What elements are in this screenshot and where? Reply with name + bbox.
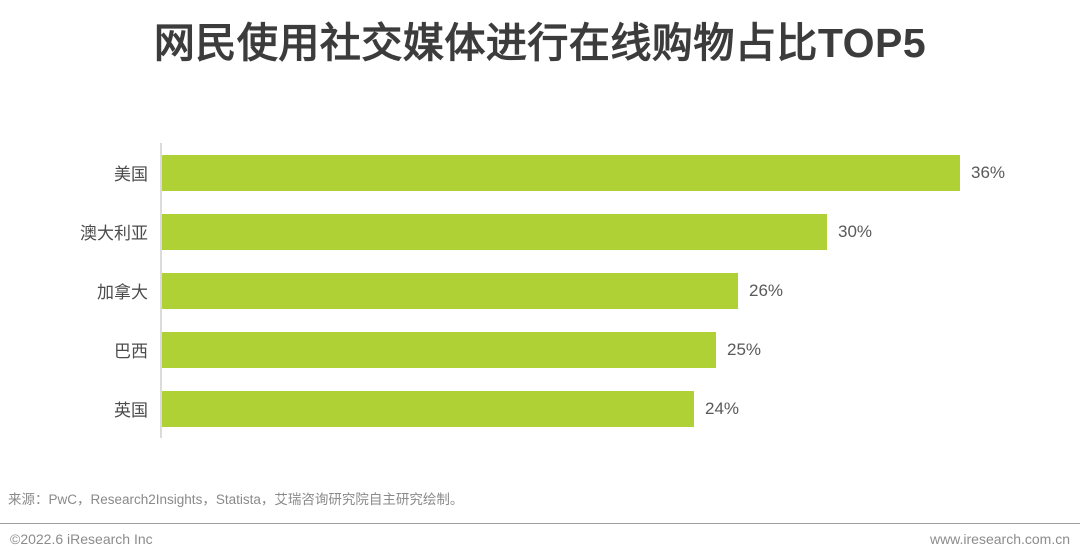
website-text: www.iresearch.com.cn <box>929 531 1070 547</box>
bar <box>162 390 694 427</box>
bar <box>162 213 827 250</box>
chart-title: 网民使用社交媒体进行在线购物占比TOP5 <box>153 20 927 66</box>
bar-row: 巴西 25% <box>0 320 1080 379</box>
copyright-text: ©2022.6 iResearch Inc <box>10 531 153 547</box>
value-label: 26% <box>749 280 784 300</box>
source-note: 来源：PwC，Research2Insights，Statista，艾瑞咨询研究… <box>8 492 464 507</box>
bar-row: 英国 24% <box>0 379 1080 438</box>
category-label: 澳大利亚 <box>80 224 148 243</box>
bar-chart-rows: 美国 36% 澳大利亚 30% 加拿大 26% 巴西 25% 英国 24% <box>0 143 1080 438</box>
value-label: 25% <box>727 339 762 359</box>
bar-row: 澳大利亚 30% <box>0 202 1080 261</box>
category-label: 加拿大 <box>97 283 148 302</box>
bar-chart: 美国 36% 澳大利亚 30% 加拿大 26% 巴西 25% 英国 24% <box>0 143 1080 438</box>
value-label: 30% <box>838 221 873 241</box>
bar <box>162 331 716 368</box>
bar-row: 美国 36% <box>0 143 1080 202</box>
value-label: 36% <box>971 162 1006 182</box>
bar <box>162 272 738 309</box>
bar-row: 加拿大 26% <box>0 261 1080 320</box>
value-label: 24% <box>705 398 740 418</box>
y-axis-line <box>160 143 162 438</box>
bar <box>162 154 960 191</box>
footer: ©2022.6 iResearch Inc www.iresearch.com.… <box>0 529 1080 549</box>
category-label: 巴西 <box>114 342 148 361</box>
footer-divider <box>0 523 1080 524</box>
category-label: 英国 <box>114 401 148 420</box>
category-label: 美国 <box>114 165 148 184</box>
